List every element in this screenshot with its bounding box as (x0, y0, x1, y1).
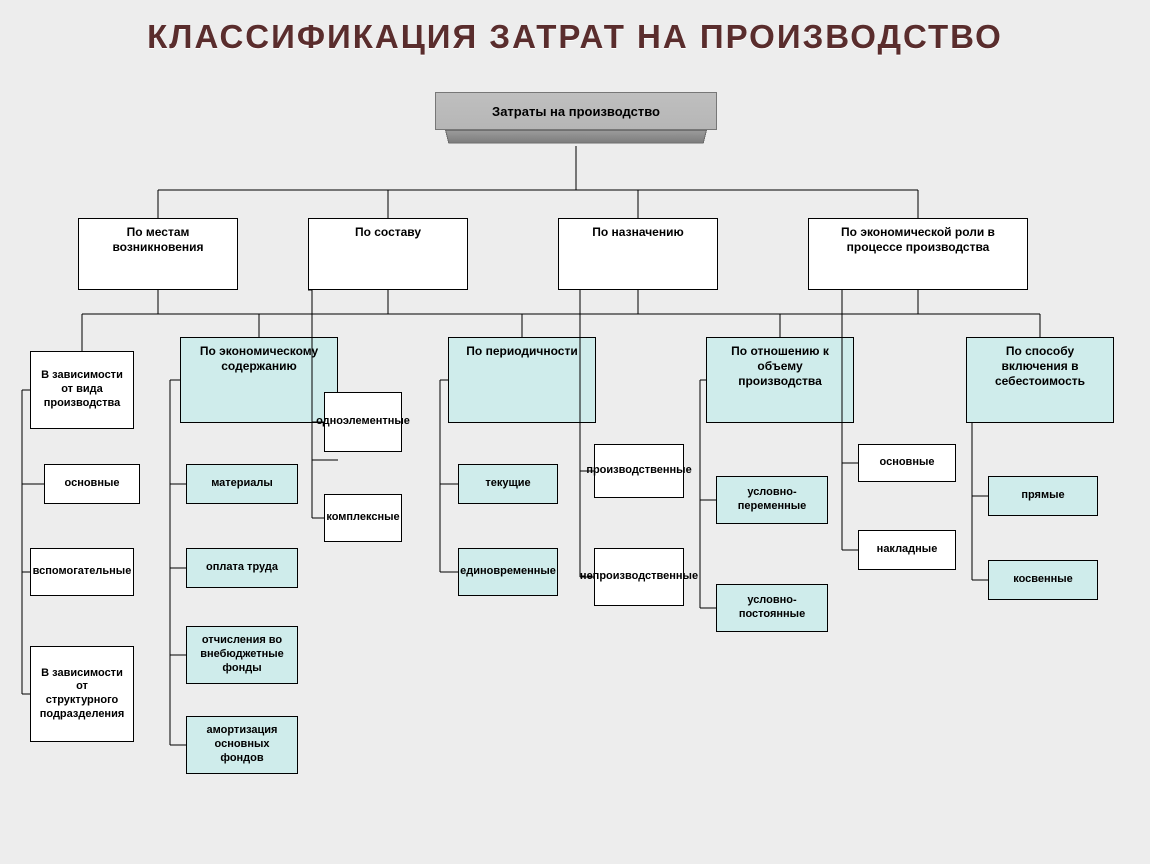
l1-composition: По составу (308, 218, 468, 290)
diagram-canvas: КЛАССИФИКАЦИЯ ЗАТРАТ НА ПРОИЗВОДСТВО Зат… (0, 0, 1150, 864)
l2-econ-content: По экономическому содержанию (180, 337, 338, 423)
l2-inclusion: По способу включения в себестоимость (966, 337, 1114, 423)
leaf-one-time: единовременные (458, 548, 558, 596)
l1-places: По местам возникновения (78, 218, 238, 290)
leaf-aux: вспомогательные (30, 548, 134, 596)
leaf-dep-kind: В зависимости от вида производства (30, 351, 134, 429)
leaf-main: основные (44, 464, 140, 504)
leaf-nonprod: непроизводственные (594, 548, 684, 606)
leaf-overhead: накладные (858, 530, 956, 570)
leaf-amort: амортизация основных фондов (186, 716, 298, 774)
root-node-label: Затраты на производство (435, 92, 717, 130)
leaf-funds: отчисления во внебюджетные фонды (186, 626, 298, 684)
l2-volume: По отношению к объему производства (706, 337, 854, 423)
leaf-prod: производственные (594, 444, 684, 498)
leaf-current: текущие (458, 464, 558, 504)
leaf-dep-struct: В зависимости от структурного подразделе… (30, 646, 134, 742)
root-node: Затраты на производство (435, 92, 717, 146)
diagram-title: КЛАССИФИКАЦИЯ ЗАТРАТ НА ПРОИЗВОДСТВО (0, 18, 1150, 56)
l1-purpose: По назначению (558, 218, 718, 290)
leaf-complex: комплексные (324, 494, 402, 542)
leaf-const: условно-постоянные (716, 584, 828, 632)
leaf-wages: оплата труда (186, 548, 298, 588)
l2-periodicity: По периодичности (448, 337, 596, 423)
leaf-osnovnye2: основные (858, 444, 956, 482)
leaf-direct: прямые (988, 476, 1098, 516)
l1-econ-role: По экономической роли в процессе произво… (808, 218, 1028, 290)
leaf-indirect: косвенные (988, 560, 1098, 600)
leaf-single-elem: одноэлементные (324, 392, 402, 452)
leaf-materials: материалы (186, 464, 298, 504)
leaf-var: условно-переменные (716, 476, 828, 524)
